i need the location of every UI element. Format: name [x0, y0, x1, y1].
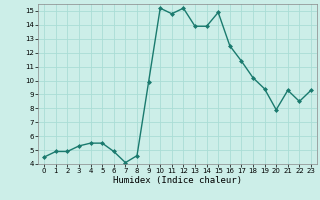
X-axis label: Humidex (Indice chaleur): Humidex (Indice chaleur)	[113, 176, 242, 185]
